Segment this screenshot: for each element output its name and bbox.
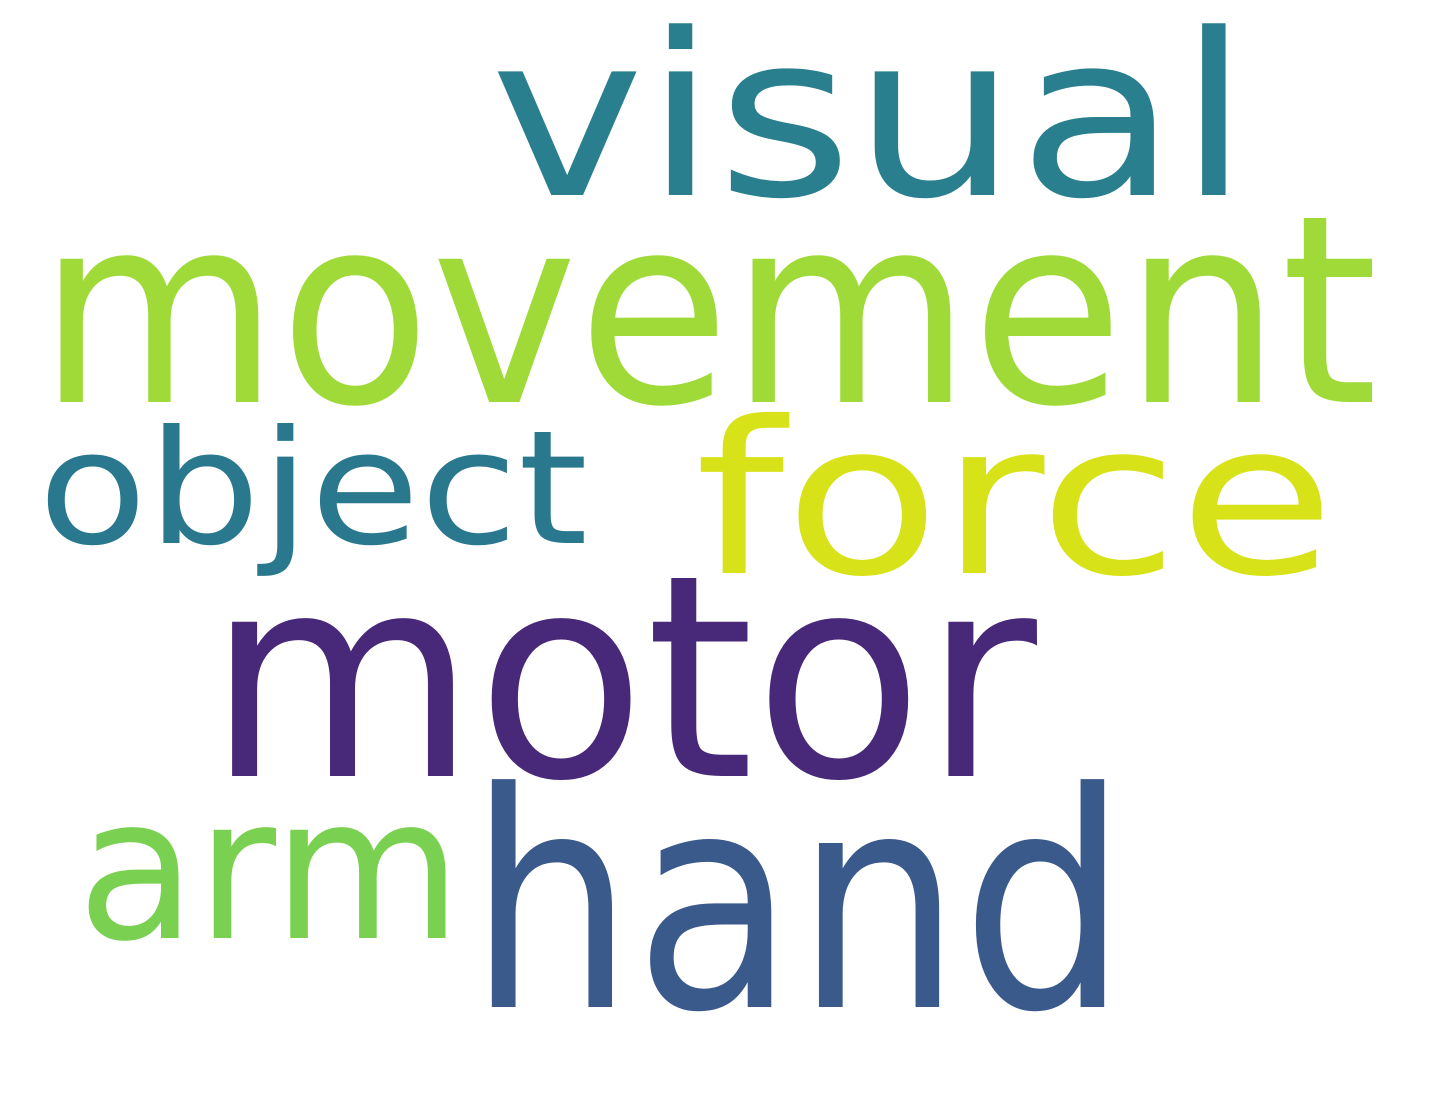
- word-arm: arm: [77, 754, 462, 985]
- word-object: object: [38, 397, 588, 581]
- word-force: force: [695, 376, 1335, 623]
- word-movement: movement: [38, 159, 1378, 464]
- word-visual: visual: [490, 0, 1250, 249]
- word-hand: hand: [468, 729, 1128, 1078]
- word-motor: motor: [207, 514, 1040, 843]
